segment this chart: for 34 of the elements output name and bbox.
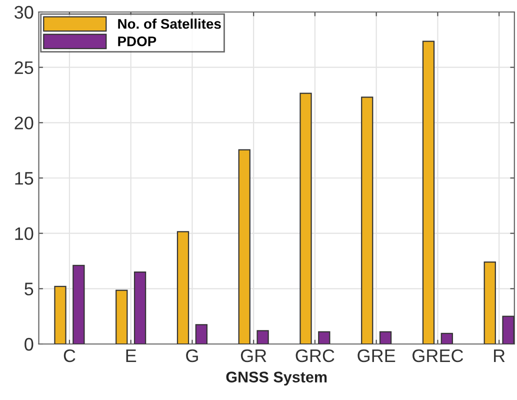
bar	[256, 330, 269, 344]
bar	[134, 272, 146, 344]
bar	[176, 231, 190, 344]
x-tick-label: C	[64, 349, 76, 362]
bar	[300, 92, 312, 344]
y-tick-label: 20	[14, 116, 34, 130]
x-tick-label: GREC	[412, 349, 464, 362]
x-tick-label: G	[186, 349, 198, 362]
y-tick-label: 0	[24, 338, 34, 351]
legend-label: PDOP	[118, 36, 156, 46]
bar	[72, 264, 85, 344]
x-tick-label: E	[126, 350, 136, 362]
bar	[54, 286, 66, 344]
x-tick-label: R	[494, 350, 505, 362]
bar	[116, 290, 128, 344]
bar	[238, 149, 250, 344]
x-tick-label: GR	[240, 349, 266, 362]
x-axis-title: GNSS System	[226, 372, 327, 386]
y-tick-label: 5	[24, 282, 34, 296]
bar	[440, 332, 453, 344]
bar	[379, 331, 392, 344]
x-tick-label: GRE	[358, 349, 396, 362]
x-tick-label: GRC	[296, 349, 334, 362]
legend-label: No. of Satellites	[118, 18, 221, 29]
bar	[195, 324, 208, 344]
bar	[361, 96, 374, 344]
y-tick-label: 30	[14, 6, 34, 19]
y-tick-label: 25	[14, 61, 34, 74]
bar	[502, 316, 514, 344]
y-tick-label: 15	[15, 172, 34, 185]
bar	[422, 40, 435, 344]
y-tick-label: 10	[15, 227, 34, 240]
bar	[484, 262, 496, 344]
bar	[318, 331, 330, 344]
